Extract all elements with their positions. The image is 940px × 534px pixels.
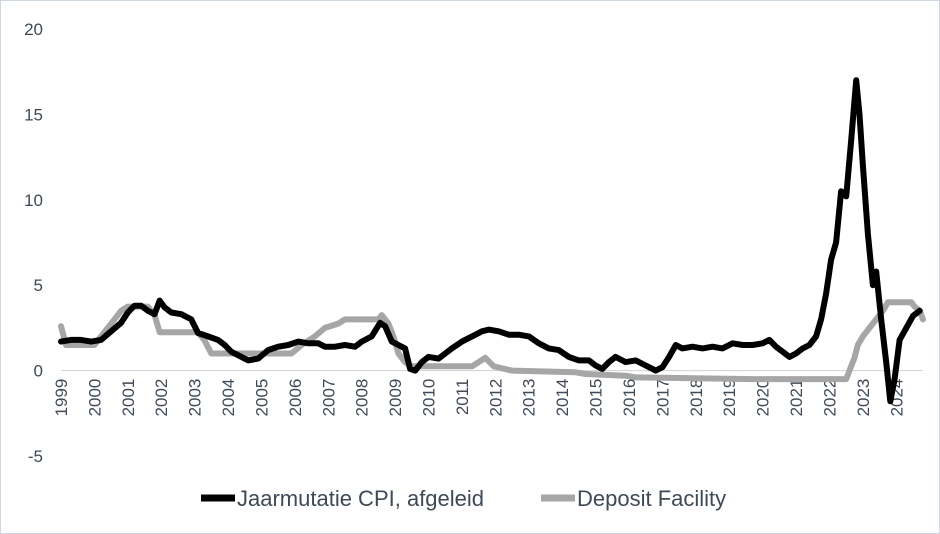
series-line-deposit-facility xyxy=(58,299,926,383)
x-tick-label: 2020 xyxy=(754,379,773,417)
x-tick-label: 2004 xyxy=(219,379,238,417)
y-tick-label: -5 xyxy=(28,447,43,466)
x-tick-label: 2014 xyxy=(553,379,572,417)
x-tick-label: 2013 xyxy=(520,379,539,417)
y-tick-label: 0 xyxy=(34,362,43,381)
y-tick-label: 5 xyxy=(34,276,43,295)
x-tick-label: 1999 xyxy=(52,379,71,417)
x-tick-label: 2007 xyxy=(319,379,338,417)
x-tick-label: 2001 xyxy=(119,379,138,417)
x-tick-label: 2002 xyxy=(152,379,171,417)
x-tick-label: 2000 xyxy=(85,379,104,417)
y-tick-label: 20 xyxy=(24,20,43,39)
legend: Jaarmutatie CPI, afgeleid Deposit Facili… xyxy=(201,486,726,511)
legend-label-deposit: Deposit Facility xyxy=(577,486,726,511)
x-tick-label: 2017 xyxy=(653,379,672,417)
legend-label-cpi: Jaarmutatie CPI, afgeleid xyxy=(237,486,484,511)
x-tick-label: 2008 xyxy=(353,379,372,417)
x-tick-label: 2023 xyxy=(854,379,873,417)
x-tick-label: 2010 xyxy=(420,379,439,417)
x-axis: 1999 2000 2001 2002 2003 2004 2005 2006 2007 2008… xyxy=(52,379,906,417)
y-tick-label: 15 xyxy=(24,105,43,124)
x-tick-label: 2021 xyxy=(787,379,806,417)
x-tick-label: 2018 xyxy=(687,379,706,417)
y-tick-label: 10 xyxy=(24,191,43,210)
x-tick-label: 2005 xyxy=(252,379,271,417)
series-lines xyxy=(58,77,926,405)
x-tick-label: 2011 xyxy=(453,379,472,416)
x-tick-label: 2019 xyxy=(720,379,739,417)
x-tick-label: 2016 xyxy=(620,379,639,417)
y-axis: -5 0 5 10 15 20 xyxy=(24,20,43,466)
x-tick-label: 2003 xyxy=(186,379,205,417)
series-line-cpi xyxy=(58,77,923,405)
x-tick-label: 2012 xyxy=(486,379,505,417)
x-tick-label: 2006 xyxy=(286,379,305,417)
x-tick-label: 2009 xyxy=(386,379,405,417)
x-tick-label: 2022 xyxy=(820,379,839,417)
x-tick-label: 2015 xyxy=(587,379,606,417)
